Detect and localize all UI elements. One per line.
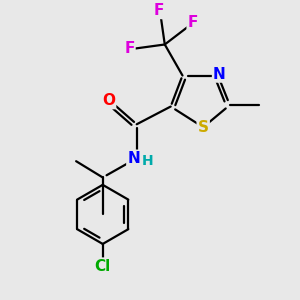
- Text: F: F: [124, 41, 134, 56]
- Text: S: S: [198, 120, 209, 135]
- Text: Cl: Cl: [94, 259, 111, 274]
- Text: O: O: [102, 93, 115, 108]
- Text: F: F: [188, 15, 198, 30]
- Text: N: N: [213, 67, 226, 82]
- Text: F: F: [154, 3, 164, 18]
- Text: N: N: [128, 151, 140, 166]
- Text: H: H: [142, 154, 154, 168]
